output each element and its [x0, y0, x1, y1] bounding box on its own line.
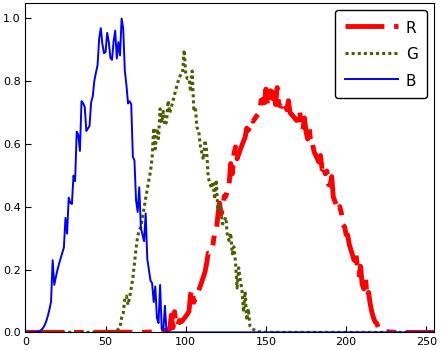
B — [226, 330, 232, 335]
R — [275, 85, 280, 90]
R — [173, 324, 179, 328]
Line: R: R — [26, 88, 434, 332]
Line: G: G — [26, 50, 434, 332]
R — [178, 320, 183, 324]
G — [178, 72, 183, 76]
R — [225, 188, 230, 193]
B — [175, 330, 180, 335]
R — [201, 275, 206, 279]
G — [182, 48, 187, 52]
Legend: R, G, B: R, G, B — [336, 10, 427, 98]
G — [151, 126, 157, 130]
G — [356, 330, 362, 335]
R — [432, 330, 437, 335]
R — [151, 330, 157, 334]
B — [153, 284, 158, 288]
G — [173, 86, 179, 90]
B — [356, 330, 362, 335]
Line: B: B — [26, 19, 434, 332]
R — [23, 330, 28, 335]
B — [23, 330, 28, 335]
B — [432, 330, 437, 335]
B — [202, 330, 208, 335]
G — [432, 330, 437, 335]
G — [202, 138, 208, 142]
B — [119, 16, 124, 21]
R — [356, 273, 362, 277]
G — [23, 330, 28, 335]
G — [226, 238, 232, 243]
B — [180, 330, 185, 335]
